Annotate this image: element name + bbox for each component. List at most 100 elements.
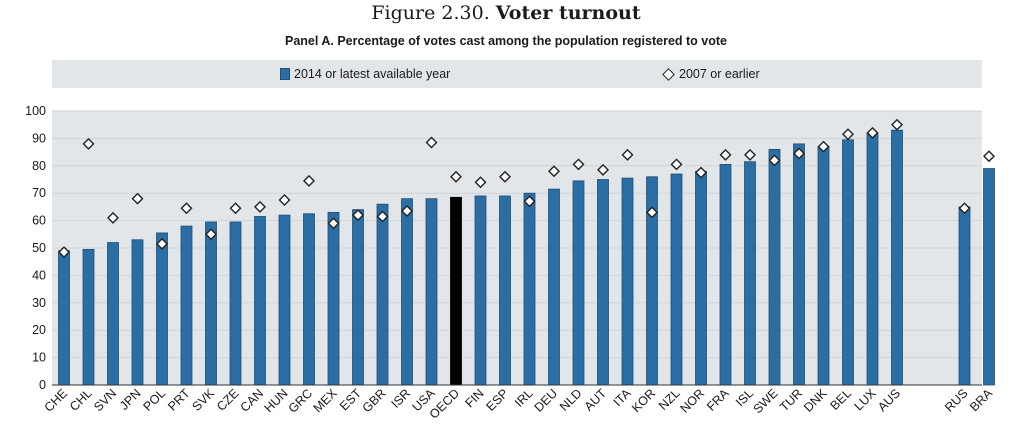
x-tick-label: POL bbox=[141, 386, 169, 414]
x-tick-label: AUS bbox=[875, 386, 903, 414]
bar-grc bbox=[303, 213, 315, 386]
y-tick-label: 0 bbox=[39, 378, 46, 392]
bar-deu bbox=[548, 188, 560, 386]
bar-nld bbox=[572, 180, 585, 386]
x-tick-label: BRA bbox=[967, 386, 996, 415]
y-tick-label: 90 bbox=[32, 131, 46, 145]
diamond-nor bbox=[695, 166, 707, 179]
bar-dnk bbox=[817, 146, 830, 386]
x-tick-label: EST bbox=[337, 386, 364, 413]
bar-irl bbox=[523, 192, 536, 386]
x-tick-label: ESP bbox=[484, 386, 512, 414]
bar-oecd bbox=[450, 196, 462, 386]
diamond-aus bbox=[891, 118, 903, 131]
diamond-ita bbox=[621, 148, 634, 161]
diamond-nld bbox=[572, 158, 585, 171]
panel-title: Panel A. Percentage of votes cast among … bbox=[285, 34, 727, 48]
figure-title-text: Voter turnout bbox=[495, 2, 641, 24]
bar-nzl bbox=[670, 173, 683, 386]
x-tick-label: CZE bbox=[214, 386, 242, 414]
bar-gbr bbox=[376, 203, 389, 386]
bar-swe bbox=[768, 148, 781, 386]
diamond-cze bbox=[229, 202, 242, 215]
x-tick-label: TUR bbox=[777, 386, 805, 414]
bar-nor bbox=[695, 170, 707, 386]
y-tick-label: 80 bbox=[32, 159, 46, 173]
bar-esp bbox=[499, 195, 511, 386]
y-tick-label: 70 bbox=[32, 186, 46, 200]
diamond-svk bbox=[205, 228, 217, 241]
bar-bel bbox=[842, 139, 854, 386]
x-tick-label: MEX bbox=[311, 386, 341, 416]
diamond-hun bbox=[278, 194, 291, 207]
diamond-swe bbox=[768, 154, 781, 167]
diamond-isl bbox=[744, 148, 756, 161]
diamond-deu bbox=[548, 165, 560, 178]
legend-label-series2: 2007 or earlier bbox=[679, 67, 760, 81]
diamond-aut bbox=[597, 163, 609, 176]
bar-isr bbox=[401, 198, 413, 386]
x-tick-label: DEU bbox=[532, 386, 561, 415]
diamond-fin bbox=[474, 176, 487, 189]
diamond-chl bbox=[82, 137, 95, 150]
bar-hun bbox=[278, 214, 291, 386]
diamond-svn bbox=[107, 211, 119, 224]
x-tick-label: NZL bbox=[656, 386, 683, 413]
x-tick-label: GBR bbox=[360, 386, 389, 415]
bar-cze bbox=[229, 221, 242, 386]
x-tick-label: SVN bbox=[91, 386, 119, 414]
diamond-esp bbox=[499, 170, 511, 183]
bar-est bbox=[352, 209, 364, 386]
figure-prefix: Figure 2.30. bbox=[371, 2, 490, 24]
bar-mex bbox=[327, 211, 340, 386]
legend-item-series2: 2007 or earlier bbox=[662, 67, 760, 81]
figure-title: Figure 2.30. Voter turnout bbox=[0, 2, 1012, 24]
diamond-irl bbox=[523, 195, 536, 208]
diamond-bra bbox=[983, 150, 995, 163]
diamond-isr bbox=[401, 205, 413, 217]
diamond-prt bbox=[180, 202, 193, 215]
diamond-dnk bbox=[817, 140, 830, 153]
x-tick-label: FIN bbox=[462, 386, 486, 410]
y-tick-label: 10 bbox=[32, 351, 46, 365]
x-tick-label: BEL bbox=[828, 386, 855, 413]
bar-lux bbox=[866, 132, 879, 386]
x-tick-label: HUN bbox=[262, 386, 291, 415]
x-tick-label: GRC bbox=[286, 386, 316, 416]
diamond-can bbox=[254, 200, 266, 213]
x-tick-label: FRA bbox=[704, 386, 732, 414]
bar-tur bbox=[793, 143, 805, 386]
bar-rus bbox=[958, 206, 971, 386]
y-tick-label: 60 bbox=[32, 214, 46, 228]
diamond-grc bbox=[303, 174, 315, 187]
x-tick-label: JPN bbox=[117, 386, 144, 413]
diamond-lux bbox=[866, 126, 879, 139]
bar-prt bbox=[180, 225, 193, 386]
x-tick-label: CAN bbox=[238, 386, 267, 415]
bar-isl bbox=[744, 161, 756, 386]
diamond-usa bbox=[425, 136, 438, 149]
y-tick-label: 30 bbox=[32, 296, 46, 310]
legend-item-series1: 2014 or latest available year bbox=[280, 67, 450, 81]
diamond-jpn bbox=[131, 192, 144, 205]
x-tick-label: NLD bbox=[557, 386, 585, 414]
legend-bar-swatch bbox=[280, 68, 290, 80]
y-tick-label: 40 bbox=[32, 268, 46, 282]
diamond-bel bbox=[842, 128, 854, 141]
bar-can bbox=[254, 216, 266, 386]
legend: 2014 or latest available year 2007 or ea… bbox=[52, 60, 982, 88]
bar-fin bbox=[474, 195, 487, 386]
diamond-pol bbox=[156, 237, 168, 250]
y-tick-label: 20 bbox=[32, 323, 46, 337]
bar-che bbox=[58, 250, 70, 386]
bar-fra bbox=[719, 164, 732, 386]
bar-aut bbox=[597, 179, 609, 386]
diamond-fra bbox=[719, 148, 732, 161]
diamond-che bbox=[58, 246, 70, 259]
bar-pol bbox=[156, 232, 168, 386]
legend-label-series1: 2014 or latest available year bbox=[294, 67, 451, 81]
x-tick-label: RUS bbox=[942, 386, 971, 415]
x-tick-label: SVK bbox=[190, 386, 218, 414]
bar-usa bbox=[425, 198, 438, 386]
